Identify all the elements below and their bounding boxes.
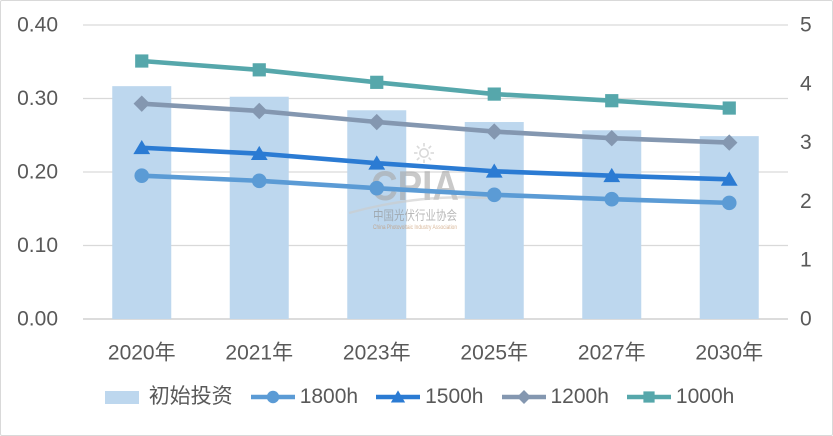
legend-item-1800h: 1800h (250, 383, 358, 411)
bar-2023年 (347, 110, 407, 319)
watermark-org-en: China Photovoltaic Industry Association (373, 225, 457, 231)
legend-item-1000h: 1000h (626, 383, 734, 411)
bar-2020年 (112, 86, 172, 319)
marker-1500h-2023年 (368, 155, 386, 170)
x-axis-label-2023年: 2023年 (343, 342, 411, 365)
marker-1500h-2021年 (250, 145, 268, 161)
x-axis-label-2021年: 2021年 (225, 342, 293, 365)
left-axis-tick: 0.40 (17, 14, 58, 37)
marker-1800h-2021年 (251, 173, 267, 189)
marker-1200h-2023年 (368, 113, 385, 131)
bar-series-initial-investment (112, 86, 759, 320)
legend-item-1500h: 1500h (375, 383, 484, 411)
right-axis-tick: 0 (800, 308, 812, 331)
marker-1000h-2020年 (135, 54, 149, 68)
marker-1500h-2025年 (485, 163, 503, 178)
line-1800h (139, 173, 732, 206)
legend-item-1200h: 1200h (501, 383, 609, 411)
watermark-org-cn: 中国光伏行业协会 (373, 208, 457, 223)
bar-2021年 (229, 96, 289, 320)
bar-2030年 (699, 136, 759, 319)
marker-1000h-2027年 (605, 94, 619, 108)
sun-icon (414, 143, 434, 163)
marker-1200h-2025年 (486, 123, 503, 140)
legend-label-1200h: 1200h (550, 385, 609, 408)
left-axis-tick: 0.00 (17, 308, 58, 331)
legend-marker-1000h (643, 391, 655, 403)
line-series-1500h (133, 139, 738, 186)
marker-1800h-2025年 (486, 187, 502, 203)
legend-label-initial-investment: 初始投资 (148, 385, 233, 408)
bar-2025年 (464, 122, 524, 320)
marker-1000h-2023年 (370, 75, 384, 89)
legend-label-1500h: 1500h (425, 385, 484, 408)
x-axis-label-2027年: 2027年 (578, 342, 646, 365)
bar-2027年 (582, 130, 642, 319)
marker-1800h-2023年 (369, 180, 385, 196)
legend-swatch-initial-investment (104, 391, 139, 404)
marker-1000h-2025年 (487, 87, 501, 101)
legend-label-1000h: 1000h (675, 385, 735, 408)
legend-label-1800h: 1800h (299, 385, 359, 408)
marker-1800h-2020年 (134, 168, 150, 183)
marker-1800h-2030年 (721, 195, 737, 211)
marker-1200h-2030年 (721, 134, 738, 151)
line-1500h (139, 145, 732, 182)
left-axis-tick: 0.30 (17, 87, 58, 110)
line-series-1800h (134, 168, 737, 211)
marker-1200h-2021年 (251, 102, 268, 120)
legend-swatch-1800h (250, 390, 295, 404)
right-axis-tick: 3 (800, 131, 812, 154)
x-axis-label-2025年: 2025年 (460, 342, 528, 365)
marker-1500h-2030年 (720, 171, 738, 186)
x-axis-label-2020年: 2020年 (108, 342, 176, 365)
chart-legend: 初始投资 1800h 1500h 1200h 1000h (1, 383, 832, 411)
line-series-1000h (135, 54, 736, 115)
left-axis-tick: 0.20 (17, 161, 58, 184)
legend-marker-1800h (266, 390, 279, 404)
right-axis-tick: 1 (800, 249, 812, 272)
legend-marker-1500h (390, 390, 406, 403)
marker-1500h-2027年 (603, 167, 621, 183)
legend-swatch-1000h (626, 391, 671, 403)
legend-bar-swatch (104, 391, 139, 404)
line-1200h (139, 101, 732, 145)
marker-1800h-2027年 (604, 191, 620, 207)
line-1000h (139, 58, 732, 111)
right-axis-tick: 2 (800, 190, 812, 213)
x-axis-label-2030年: 2030年 (695, 342, 763, 365)
line-series-1200h (133, 95, 738, 151)
marker-1200h-2027年 (603, 129, 620, 147)
marker-1000h-2021年 (252, 63, 266, 77)
right-axis-tick: 5 (800, 14, 812, 37)
legend-swatch-1200h (501, 390, 546, 404)
gridlines (83, 24, 788, 247)
left-axis-tick: 0.10 (17, 234, 58, 257)
axis-labels: 0.00 0.10 0.20 0.30 0.40 0 1 2 3 4 5 2020年 2021年 2023… (17, 14, 812, 365)
legend-item-initial-investment: 初始投资 (99, 383, 233, 411)
legend-swatch-1500h (376, 390, 421, 403)
right-axis-tick: 4 (800, 72, 812, 95)
marker-1500h-2020年 (133, 139, 151, 155)
marker-1000h-2030年 (722, 101, 736, 115)
marker-1200h-2020年 (133, 95, 150, 112)
legend-marker-1200h (516, 390, 531, 404)
watermark-arc (348, 196, 502, 215)
